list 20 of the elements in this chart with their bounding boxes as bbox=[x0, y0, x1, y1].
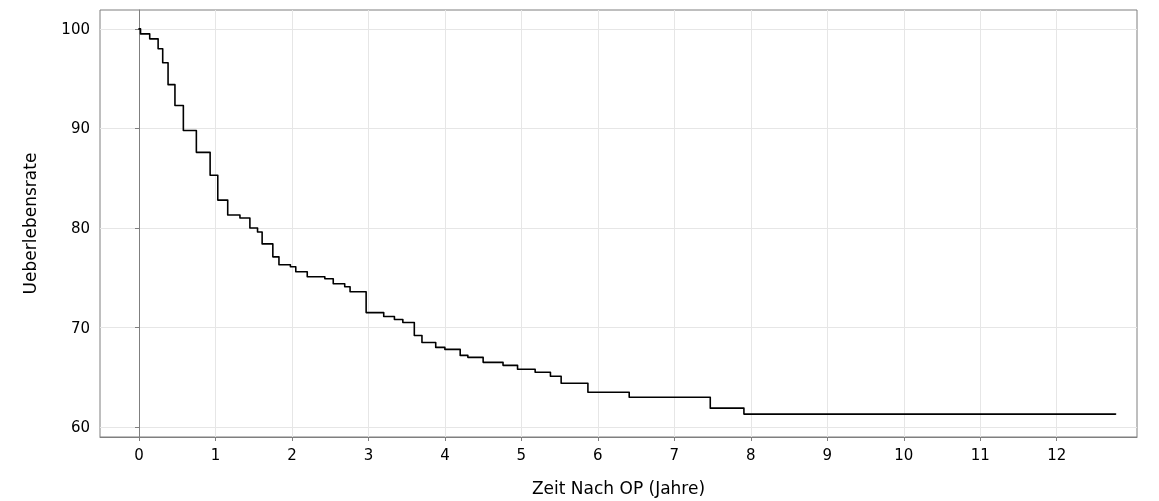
y-tick-label: 100 bbox=[61, 19, 90, 38]
y-tick-label: 90 bbox=[70, 119, 90, 138]
x-tick-label: 12 bbox=[1047, 445, 1067, 464]
x-tick-label: 1 bbox=[210, 445, 221, 464]
x-tick-label: 2 bbox=[287, 445, 297, 464]
y-tick-label: 70 bbox=[70, 318, 90, 337]
x-tick-label: 8 bbox=[746, 445, 756, 464]
x-tick-label: 7 bbox=[669, 445, 680, 464]
x-tick-label: 0 bbox=[134, 445, 144, 464]
x-axis-title: Zeit Nach OP (Jahre) bbox=[531, 477, 706, 498]
x-tick-label: 3 bbox=[363, 445, 374, 464]
x-tick-label: 4 bbox=[440, 445, 450, 464]
x-tick-label: 9 bbox=[822, 445, 833, 464]
y-tick-label: 80 bbox=[70, 218, 90, 237]
x-tick-label: 6 bbox=[593, 445, 603, 464]
y-tick-label: 60 bbox=[70, 418, 90, 437]
x-tick-label: 10 bbox=[894, 445, 914, 464]
x-tick-label: 11 bbox=[970, 445, 990, 464]
y-axis-title: Ueberlebensrate bbox=[19, 152, 40, 295]
x-tick-label: 5 bbox=[516, 445, 527, 464]
